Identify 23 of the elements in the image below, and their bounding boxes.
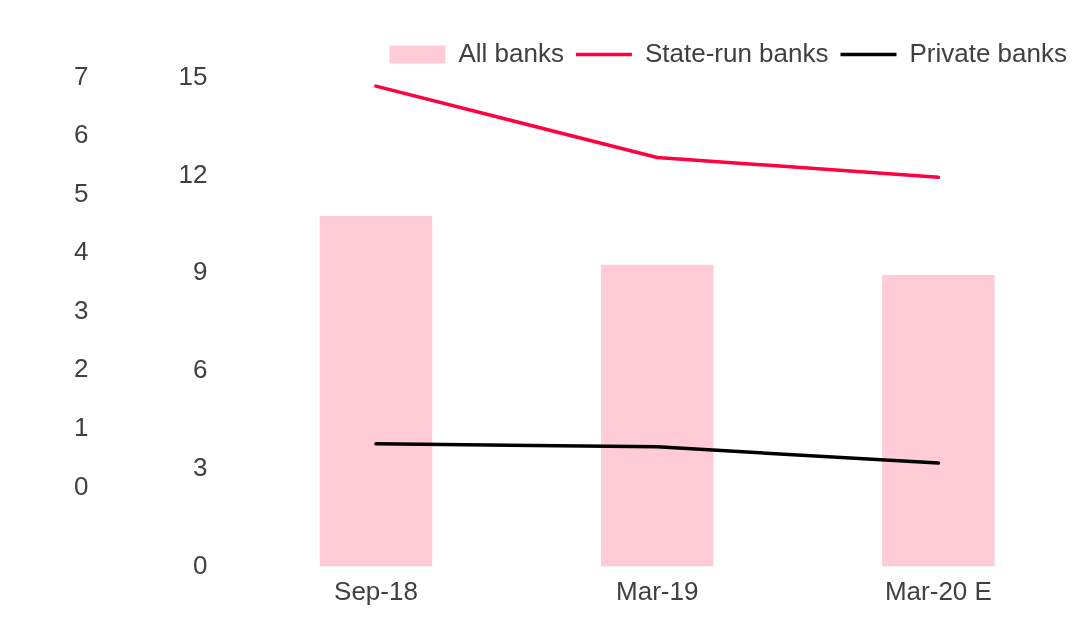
y-tick-label: 9 <box>192 256 208 287</box>
x-tick-label: Mar-19 <box>616 576 699 607</box>
legend-label: All banks <box>458 37 564 68</box>
x-tick-label: Mar-20 E <box>884 576 992 607</box>
y2-tick-label: 4 <box>73 236 89 267</box>
y-tick-label: 12 <box>178 158 208 189</box>
bar <box>882 275 995 567</box>
y2-tick-label: 6 <box>73 119 89 150</box>
legend-label: Private banks <box>909 37 1068 68</box>
y2-tick-label: 7 <box>73 60 89 91</box>
y-tick-label: 0 <box>192 549 208 580</box>
y2-tick-label: 5 <box>73 177 89 208</box>
y2-tick-label: 2 <box>73 353 89 384</box>
bar <box>319 216 433 567</box>
y2-tick-label: 1 <box>73 412 89 443</box>
x-tick-label: Sep-18 <box>334 576 418 607</box>
legend-label: State-run banks <box>644 37 829 68</box>
y2-tick-label: 3 <box>73 294 89 325</box>
y-tick-label: 3 <box>192 451 208 482</box>
y-tick-label: 15 <box>178 60 208 91</box>
bar <box>600 264 714 567</box>
y-tick-label: 6 <box>192 354 208 385</box>
y2-tick-label: 0 <box>73 470 89 501</box>
